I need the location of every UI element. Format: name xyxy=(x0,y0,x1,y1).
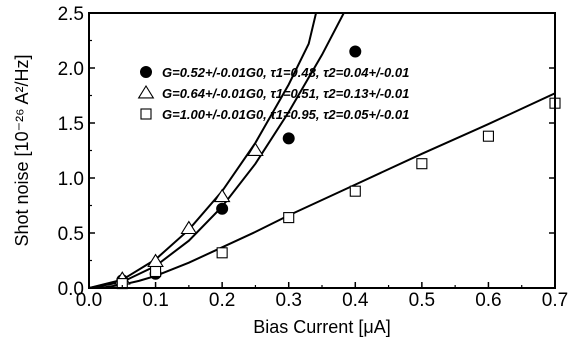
y-tick-label: 0.5 xyxy=(58,224,84,245)
data-point-series-2 xyxy=(213,188,231,203)
data-point-series-3 xyxy=(416,158,428,170)
data-point-series-1 xyxy=(349,45,362,58)
data-point-series-1 xyxy=(216,202,229,215)
x-tick-label: 0.1 xyxy=(142,290,168,311)
legend-entry-3: G=1.00+/-0.01G0, τ1=0.95, τ2=0.05+/-0.01 xyxy=(140,107,409,122)
data-point-series-3 xyxy=(482,130,494,142)
y-axis-title: Shot noise [10⁻²⁶ A²/Hz] xyxy=(12,55,32,247)
data-point-series-1 xyxy=(282,132,295,145)
legend-marker xyxy=(140,108,152,120)
fit-curve-series-3 xyxy=(89,92,555,288)
legend-marker xyxy=(137,84,155,99)
y-tick-label: 2.5 xyxy=(58,4,84,25)
legend-label: G=0.64+/-0.01G0, τ1=0.51, τ2=0.13+/-0.01 xyxy=(162,86,409,101)
x-tick-label: 0.2 xyxy=(209,290,235,311)
data-point-series-3 xyxy=(283,212,295,224)
data-point-series-3 xyxy=(216,247,228,259)
x-tick-label: 0.7 xyxy=(542,290,568,311)
y-tick-label: 0.0 xyxy=(58,279,84,300)
data-point-series-2 xyxy=(180,220,198,235)
x-tick-label: 0.5 xyxy=(409,290,435,311)
data-point-series-3 xyxy=(150,265,162,278)
legend-entry-1: G=0.52+/-0.01G0, τ1=0.48, τ2=0.04+/-0.01 xyxy=(140,65,409,80)
y-tick-label: 1.0 xyxy=(58,169,84,190)
x-tick-label: 0.4 xyxy=(342,290,369,311)
fit-curve-series-1 xyxy=(89,13,345,288)
legend-marker xyxy=(140,66,152,78)
data-point-series-2 xyxy=(147,253,164,268)
x-tick-label: 0.3 xyxy=(276,290,302,311)
data-point-series-2 xyxy=(247,142,264,156)
y-tick-label: 1.5 xyxy=(58,114,84,135)
x-axis-title: Bias Current [μA] xyxy=(253,317,390,337)
y-tick-label: 2.0 xyxy=(58,59,84,80)
legend-label: G=0.52+/-0.01G0, τ1=0.48, τ2=0.04+/-0.01 xyxy=(162,65,409,80)
data-point-series-3 xyxy=(349,185,361,197)
x-tick-label: 0.0 xyxy=(76,290,102,311)
legend-label: G=1.00+/-0.01G0, τ1=0.95, τ2=0.05+/-0.01 xyxy=(162,107,409,122)
fit-curve-series-2 xyxy=(89,13,318,288)
legend-entry-2: G=0.64+/-0.01G0, τ1=0.51, τ2=0.13+/-0.01 xyxy=(137,84,409,101)
x-tick-label: 0.6 xyxy=(475,290,501,311)
